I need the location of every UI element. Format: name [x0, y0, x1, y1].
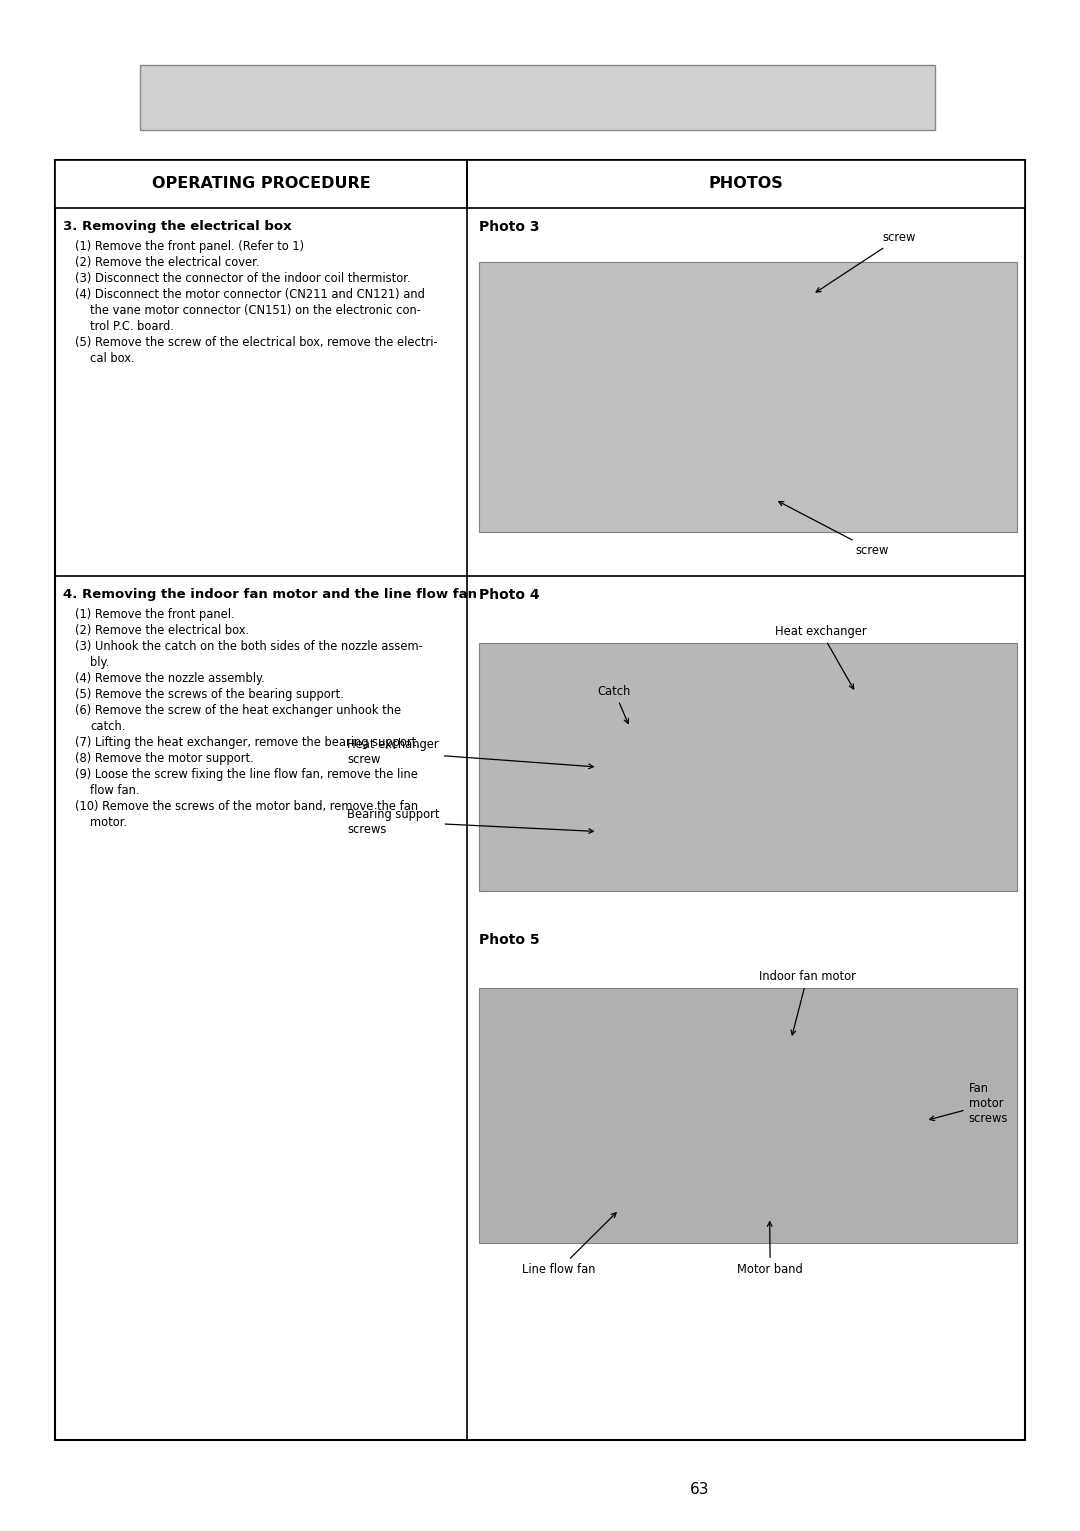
Text: Photo 4: Photo 4 — [480, 588, 540, 602]
Text: Line flow fan: Line flow fan — [523, 1213, 616, 1275]
Text: motor.: motor. — [90, 816, 127, 828]
Bar — [480, 987, 1017, 1243]
Text: flow fan.: flow fan. — [90, 784, 139, 798]
Bar — [480, 643, 1017, 891]
Text: (3) Unhook the catch on the both sides of the nozzle assem-: (3) Unhook the catch on the both sides o… — [75, 640, 422, 654]
Text: Photo 3: Photo 3 — [480, 220, 540, 234]
Text: (9) Loose the screw fixing the line flow fan, remove the line: (9) Loose the screw fixing the line flow… — [75, 769, 418, 781]
Text: (10) Remove the screws of the motor band, remove the fan: (10) Remove the screws of the motor band… — [75, 801, 418, 813]
Text: (5) Remove the screws of the bearing support.: (5) Remove the screws of the bearing sup… — [75, 687, 343, 701]
Text: Fan
motor
screws: Fan motor screws — [930, 1082, 1008, 1125]
Text: Heat exchanger: Heat exchanger — [775, 625, 866, 689]
Text: 63: 63 — [690, 1482, 710, 1497]
Text: Indoor fan motor: Indoor fan motor — [759, 971, 855, 1035]
Text: Catch: Catch — [597, 684, 631, 724]
Text: screw: screw — [779, 502, 889, 557]
Text: Motor band: Motor band — [738, 1222, 804, 1275]
Text: (4) Remove the nozzle assembly.: (4) Remove the nozzle assembly. — [75, 672, 265, 684]
Text: (1) Remove the front panel.: (1) Remove the front panel. — [75, 608, 234, 622]
Text: (8) Remove the motor support.: (8) Remove the motor support. — [75, 752, 254, 766]
Text: Heat exchanger
screw: Heat exchanger screw — [348, 738, 593, 769]
Text: (4) Disconnect the motor connector (CN211 and CN121) and: (4) Disconnect the motor connector (CN21… — [75, 288, 424, 302]
Text: screw: screw — [816, 231, 916, 292]
Text: trol P.C. board.: trol P.C. board. — [90, 320, 174, 334]
Text: (3) Disconnect the connector of the indoor coil thermistor.: (3) Disconnect the connector of the indo… — [75, 273, 410, 285]
Text: 4. Removing the indoor fan motor and the line flow fan: 4. Removing the indoor fan motor and the… — [63, 588, 477, 602]
Text: (7) Lifting the heat exchanger, remove the bearing support.: (7) Lifting the heat exchanger, remove t… — [75, 736, 420, 749]
Text: Photo 5: Photo 5 — [480, 932, 540, 948]
Text: (5) Remove the screw of the electrical box, remove the electri-: (5) Remove the screw of the electrical b… — [75, 335, 437, 349]
Text: (2) Remove the electrical box.: (2) Remove the electrical box. — [75, 625, 249, 637]
Text: 3. Removing the electrical box: 3. Removing the electrical box — [63, 220, 292, 233]
Bar — [55, 161, 1025, 1441]
Text: the vane motor connector (CN151) on the electronic con-: the vane motor connector (CN151) on the … — [90, 305, 421, 317]
Bar — [480, 262, 1017, 531]
Text: cal box.: cal box. — [90, 352, 135, 364]
Text: bly.: bly. — [90, 655, 109, 669]
Text: (1) Remove the front panel. (Refer to 1): (1) Remove the front panel. (Refer to 1) — [75, 240, 305, 253]
Bar — [140, 64, 935, 130]
Text: Bearing support
screws: Bearing support screws — [348, 807, 593, 836]
Bar — [55, 161, 1025, 208]
Text: (2) Remove the electrical cover.: (2) Remove the electrical cover. — [75, 256, 259, 269]
Text: PHOTOS: PHOTOS — [708, 176, 783, 191]
Text: catch.: catch. — [90, 720, 125, 733]
Text: (6) Remove the screw of the heat exchanger unhook the: (6) Remove the screw of the heat exchang… — [75, 704, 401, 717]
Text: OPERATING PROCEDURE: OPERATING PROCEDURE — [152, 176, 370, 191]
